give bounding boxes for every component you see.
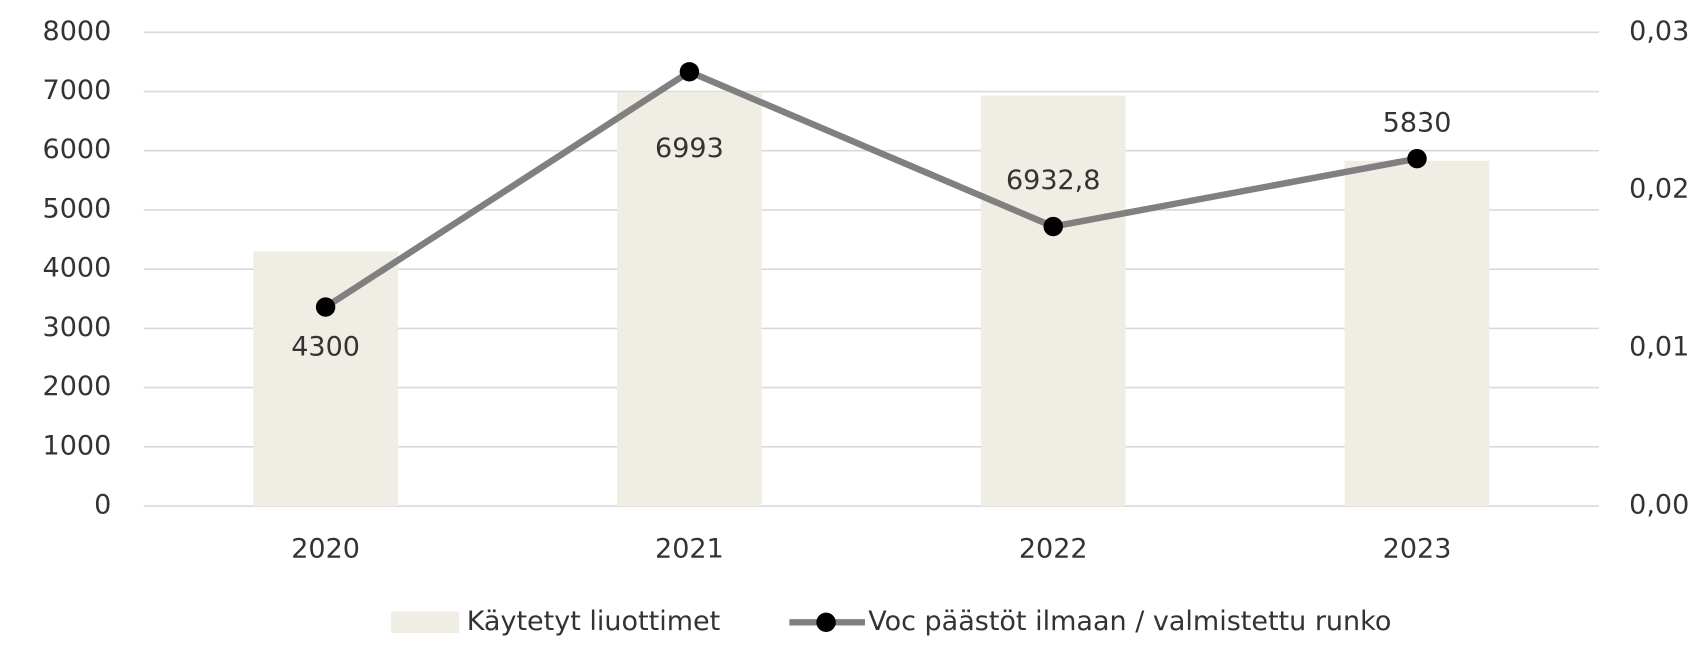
- marker: [1407, 148, 1427, 169]
- y-tick-label: 1000: [43, 430, 112, 461]
- x-tick-label: 2023: [1383, 534, 1452, 565]
- y2-tick-label: 0,02: [1629, 174, 1689, 205]
- x-tick-label: 2020: [291, 534, 360, 565]
- data-label: 6993: [655, 133, 724, 164]
- line: [323, 68, 1418, 310]
- x-tick-label: 2022: [1019, 534, 1088, 565]
- y2-tick-label: 0,03: [1629, 16, 1689, 47]
- y-tick-label: 4000: [43, 253, 112, 284]
- y-tick-label: 0: [94, 490, 111, 521]
- bar: [253, 251, 398, 507]
- y-tick-label: 3000: [43, 312, 112, 343]
- marker: [1043, 216, 1063, 237]
- y2-tick-label: 0,00: [1629, 490, 1689, 521]
- y-tick-label: 6000: [43, 134, 112, 165]
- legend-marker: [816, 612, 836, 633]
- marker: [315, 297, 336, 317]
- y-tick-label: 8000: [43, 16, 112, 47]
- x-tick-label: 2021: [655, 534, 724, 565]
- y-tick-label: 7000: [43, 75, 112, 106]
- y2-tick-label: 0,01: [1629, 332, 1689, 363]
- bar: [617, 91, 762, 507]
- data-label: 5830: [1383, 108, 1452, 139]
- legend-label: Voc päästöt ilmaan / valmistettu runko: [868, 606, 1391, 637]
- legend-label: Käytetyt liuottimet: [467, 606, 720, 637]
- bar: [1344, 160, 1490, 507]
- data-label: 4300: [291, 332, 360, 363]
- legend-swatch: [391, 611, 460, 634]
- y-tick-label: 5000: [43, 193, 112, 224]
- bar: [980, 95, 1126, 507]
- y-tick-label: 2000: [43, 371, 112, 402]
- marker: [679, 62, 700, 82]
- data-label: 6932,8: [1006, 165, 1100, 196]
